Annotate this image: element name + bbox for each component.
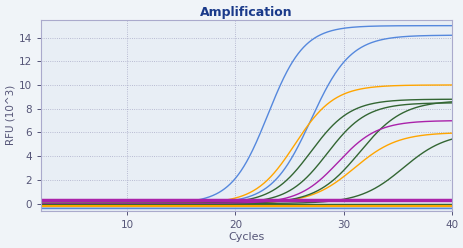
Y-axis label: RFU (10^3): RFU (10^3) [6, 85, 16, 145]
Title: Amplification: Amplification [200, 5, 292, 19]
X-axis label: Cycles: Cycles [228, 232, 264, 243]
